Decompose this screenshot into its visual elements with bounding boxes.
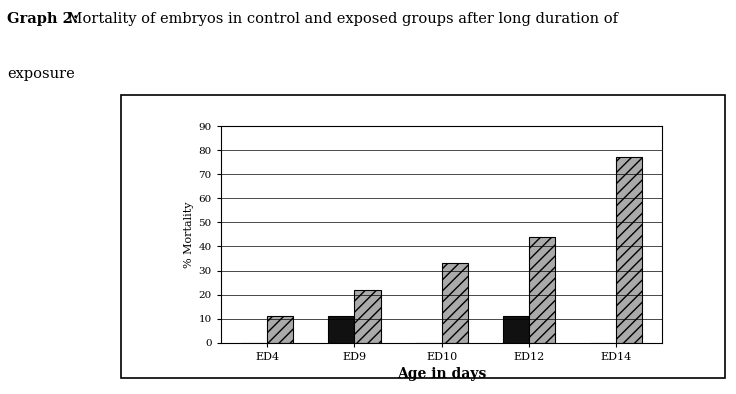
X-axis label: Age in days: Age in days <box>397 367 486 381</box>
Text: Mortality of embryos in control and exposed groups after long duration of: Mortality of embryos in control and expo… <box>63 12 618 26</box>
Bar <box>328 316 354 343</box>
Bar <box>529 237 555 343</box>
Bar <box>616 157 643 343</box>
Bar <box>442 263 468 343</box>
Text: exposure: exposure <box>7 67 75 81</box>
Y-axis label: % Mortality: % Mortality <box>184 201 194 268</box>
Bar <box>503 316 529 343</box>
Bar <box>267 316 293 343</box>
Bar <box>354 290 381 343</box>
Text: Graph 2:: Graph 2: <box>7 12 79 26</box>
